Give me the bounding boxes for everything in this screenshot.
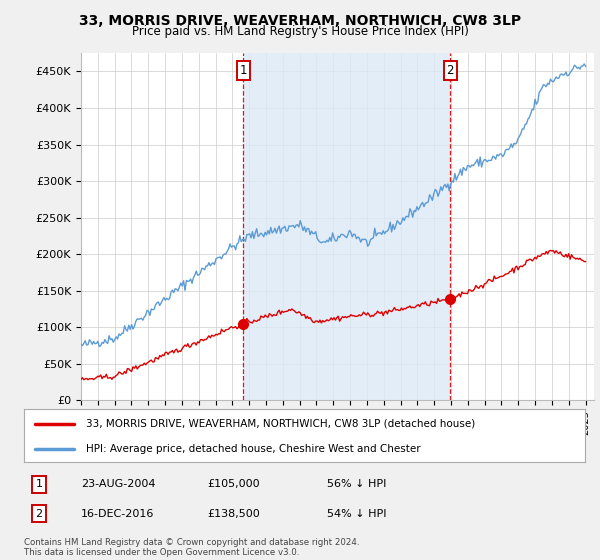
Text: 1: 1 [35, 479, 43, 489]
Text: 2: 2 [446, 64, 454, 77]
Text: Contains HM Land Registry data © Crown copyright and database right 2024.
This d: Contains HM Land Registry data © Crown c… [24, 538, 359, 557]
Text: 33, MORRIS DRIVE, WEAVERHAM, NORTHWICH, CW8 3LP (detached house): 33, MORRIS DRIVE, WEAVERHAM, NORTHWICH, … [86, 419, 475, 429]
Text: Price paid vs. HM Land Registry's House Price Index (HPI): Price paid vs. HM Land Registry's House … [131, 25, 469, 38]
Text: HPI: Average price, detached house, Cheshire West and Chester: HPI: Average price, detached house, Ches… [86, 444, 421, 454]
Text: 33, MORRIS DRIVE, WEAVERHAM, NORTHWICH, CW8 3LP: 33, MORRIS DRIVE, WEAVERHAM, NORTHWICH, … [79, 14, 521, 28]
Text: 23-AUG-2004: 23-AUG-2004 [81, 479, 155, 489]
Text: 54% ↓ HPI: 54% ↓ HPI [327, 508, 386, 519]
Text: 16-DEC-2016: 16-DEC-2016 [81, 508, 154, 519]
Text: £138,500: £138,500 [207, 508, 260, 519]
Text: 56% ↓ HPI: 56% ↓ HPI [327, 479, 386, 489]
Text: 1: 1 [239, 64, 247, 77]
Bar [244, 53, 451, 400]
Text: 2: 2 [35, 508, 43, 519]
Text: £105,000: £105,000 [207, 479, 260, 489]
